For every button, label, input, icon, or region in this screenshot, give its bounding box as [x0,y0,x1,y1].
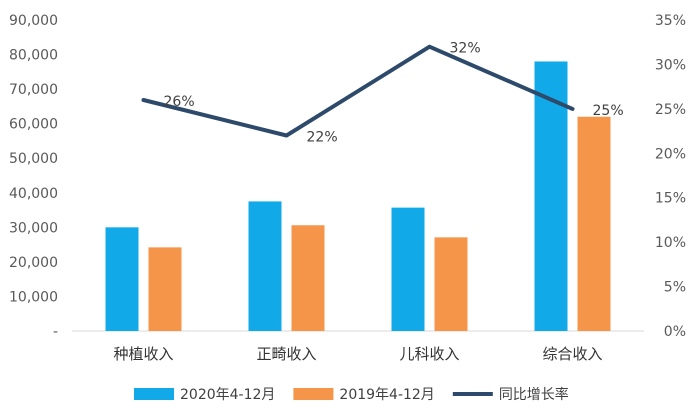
legend-entry-label: 同比增长率 [499,386,569,403]
right-axis-tick-label: 5% [664,280,686,296]
right-axis-tick-label: 20% [655,146,686,162]
legend: 2020年4-12月 2019年4-12月 同比增长率 [134,386,569,403]
right-axis-tick-label: 10% [655,235,686,251]
right-axis-tick-label: 15% [655,191,686,207]
legend-swatch-2019 [293,388,334,400]
right-axis-tick-label: 0% [664,324,686,340]
legend-entry-label: 2020年4-12月 [180,387,275,403]
left-axis-ticks: - 10,000 20,000 30,000 40,000 50,000 60,000 70,… [9,13,58,340]
category-label: 种植收入 [113,345,173,363]
growth-rate-line [141,44,575,138]
right-axis-tick-label: 35% [655,13,686,29]
legend-swatch-2020 [134,388,174,400]
growth-rate-data-label: 26% [164,94,195,110]
bar-series-2019 [291,225,325,331]
bar-series-2020 [248,201,282,331]
bar-series [105,61,611,331]
left-axis-tick-label: 90,000 [9,13,58,29]
line-series: 26% 22% 32% 25% [141,41,624,146]
bar-series-2020 [534,61,568,331]
bar-series-2019 [577,116,611,331]
growth-rate-data-label: 22% [307,130,338,146]
right-axis-ticks: 0% 5% 10% 15% 20% 25% 30% 35% [655,13,686,340]
left-axis-tick-label: 30,000 [9,220,58,236]
right-axis-tick-label: 25% [655,102,686,118]
category-labels: 种植收入 正畸收入 儿科收入 综合收入 [113,345,602,363]
left-axis-tick-label: - [53,324,58,340]
left-axis-tick-label: 10,000 [9,289,58,305]
bar-series-2020 [391,207,425,331]
right-axis-tick-label: 30% [655,57,686,73]
category-label: 正畸收入 [256,345,316,363]
left-axis-tick-label: 80,000 [9,48,58,64]
left-axis-tick-label: 50,000 [9,151,58,167]
left-axis-tick-label: 40,000 [9,186,58,202]
left-axis-tick-label: 20,000 [9,255,58,271]
bar-series-2019 [148,247,182,331]
legend-entry-label: 2019年4-12月 [339,387,434,403]
category-label: 儿科收入 [399,345,459,363]
left-axis-tick-label: 70,000 [9,82,58,98]
category-label: 综合收入 [542,345,602,363]
growth-rate-data-label: 32% [450,41,481,57]
bar-series-2020 [105,227,139,331]
bar-series-2019 [434,237,468,331]
left-axis-tick-label: 60,000 [9,117,58,133]
growth-rate-data-label: 25% [593,103,624,119]
